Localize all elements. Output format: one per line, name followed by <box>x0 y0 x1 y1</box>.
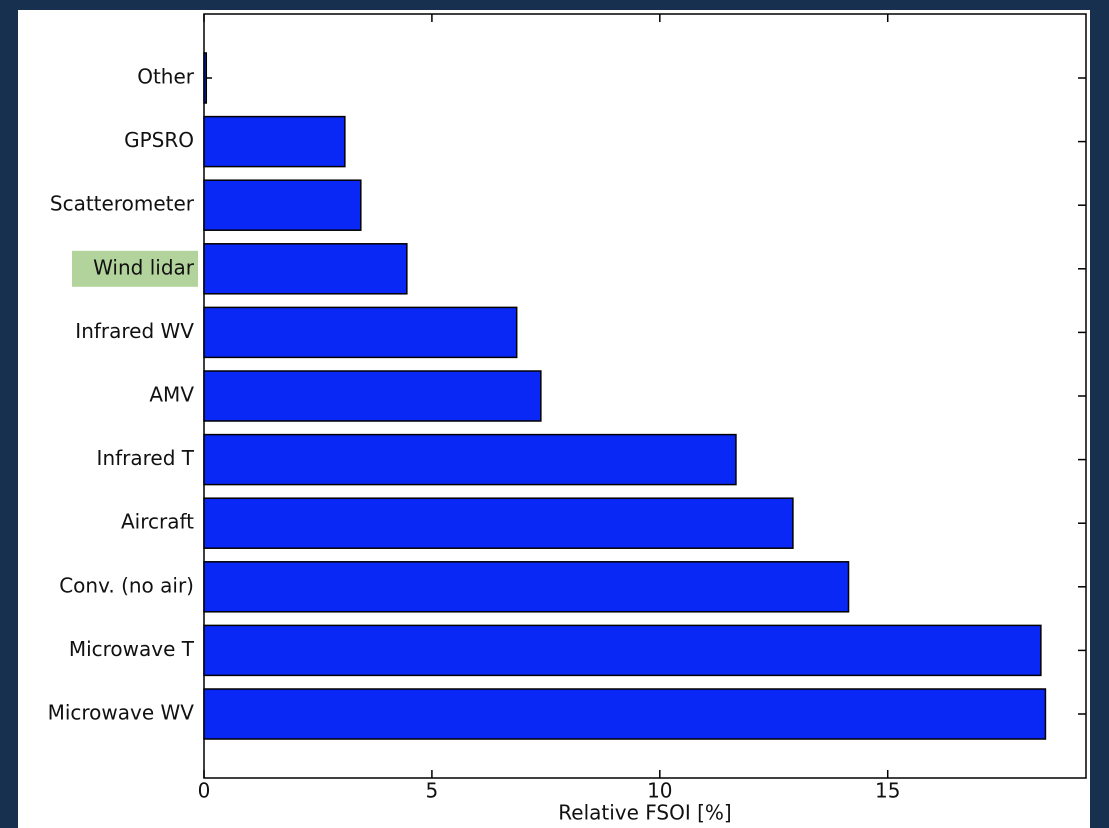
y-tick-label: Infrared WV <box>75 319 194 343</box>
y-tick-label: Aircraft <box>121 510 194 534</box>
page: Relative FSOI [%] 0 5 10 15 Other GPSRO Scatte… <box>0 0 1109 828</box>
x-tick-label: 15 <box>875 779 900 803</box>
y-tick-label: Microwave WV <box>48 701 195 725</box>
bar <box>204 307 517 357</box>
y-tick-label: AMV <box>149 383 194 407</box>
x-tick-label: 0 <box>198 779 211 803</box>
x-axis-label: Relative FSOI [%] <box>558 801 731 825</box>
x-tick-label: 10 <box>647 779 672 803</box>
bar <box>204 53 206 103</box>
y-tick-label: Wind lidar <box>93 255 195 279</box>
y-tick-label: Scatterometer <box>50 192 195 216</box>
y-tick-label: Infrared T <box>97 446 195 470</box>
bar <box>204 244 407 294</box>
bar <box>204 117 345 167</box>
bar <box>204 689 1045 739</box>
bar <box>204 625 1041 675</box>
y-tick-label: Conv. (no air) <box>59 573 194 597</box>
bar <box>204 180 361 230</box>
y-tick-label: GPSRO <box>124 128 194 152</box>
y-tick-label: Microwave T <box>69 637 195 661</box>
bar <box>204 562 849 612</box>
bar <box>204 371 541 421</box>
y-tick-label: Other <box>137 65 195 89</box>
bar <box>204 435 736 485</box>
bar <box>204 498 793 548</box>
x-tick-label: 5 <box>426 779 439 803</box>
chart: Relative FSOI [%] 0 5 10 15 Other GPSRO Scatte… <box>0 0 1109 828</box>
